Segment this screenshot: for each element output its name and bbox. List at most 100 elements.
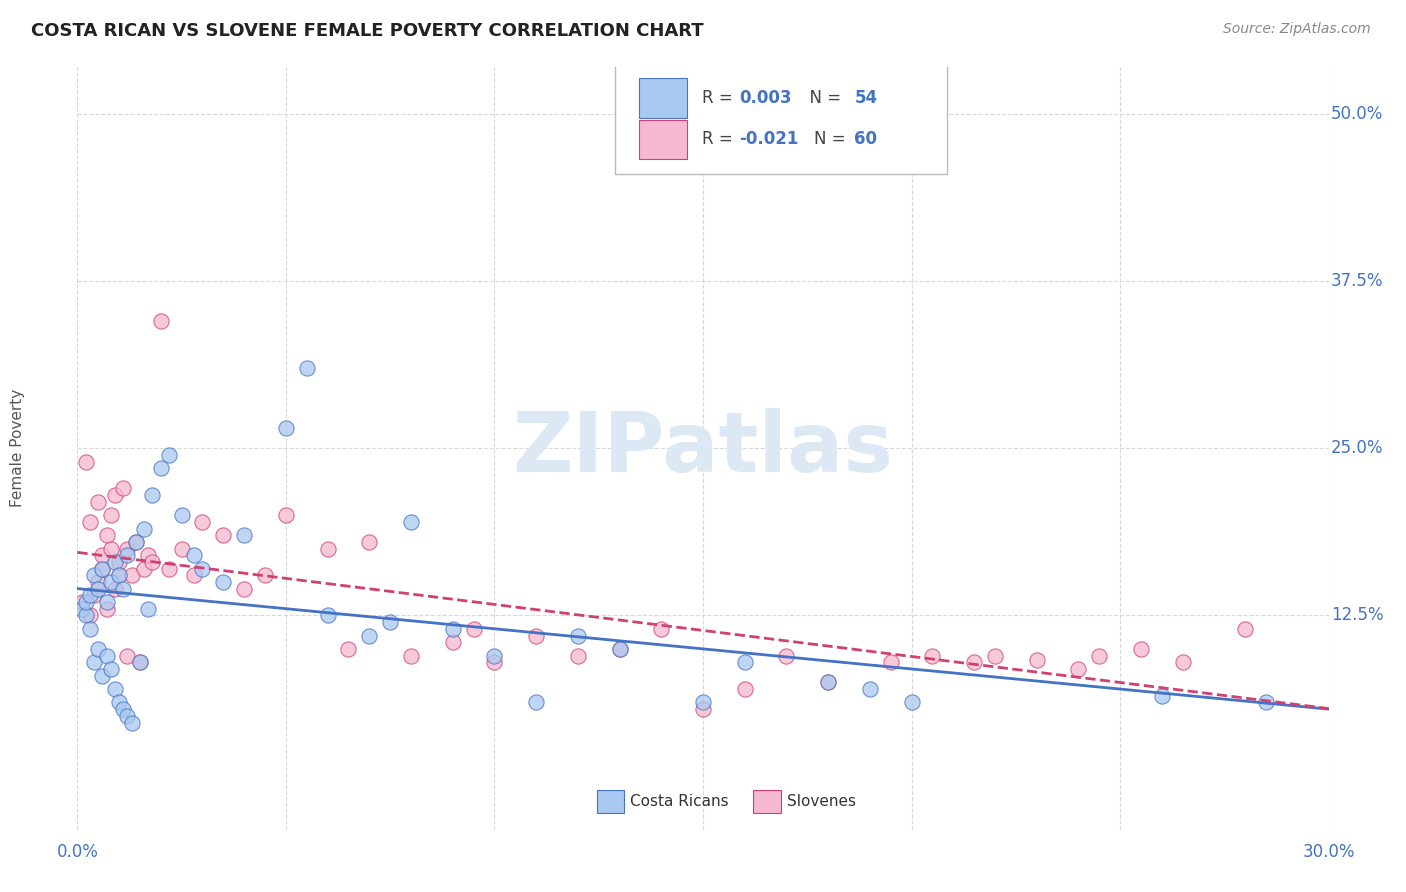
FancyBboxPatch shape	[640, 78, 686, 118]
Point	[233, 528, 256, 542]
Text: N =: N =	[800, 89, 846, 107]
Text: N =: N =	[814, 130, 851, 148]
Point	[91, 562, 114, 576]
Point	[108, 568, 131, 582]
Point	[921, 648, 943, 663]
Point	[112, 582, 135, 596]
Point	[87, 494, 110, 508]
Point	[87, 641, 110, 656]
Point	[1150, 689, 1173, 703]
Point	[463, 622, 485, 636]
Point	[441, 635, 464, 649]
Text: 30.0%: 30.0%	[1302, 843, 1355, 861]
Point	[91, 548, 114, 563]
Text: -0.021: -0.021	[740, 130, 799, 148]
Point	[141, 555, 163, 569]
Text: ZIPatlas: ZIPatlas	[513, 408, 893, 489]
Point	[399, 515, 422, 529]
Point	[1067, 662, 1090, 676]
Point	[141, 488, 163, 502]
Point	[79, 515, 101, 529]
Point	[100, 541, 122, 556]
Text: 50.0%: 50.0%	[1331, 104, 1384, 123]
Point	[191, 515, 214, 529]
Point	[817, 675, 839, 690]
Point	[112, 702, 135, 716]
Point	[274, 421, 297, 435]
FancyBboxPatch shape	[754, 790, 780, 813]
Point	[734, 681, 756, 696]
Point	[83, 568, 105, 582]
Point	[100, 508, 122, 523]
Point	[83, 655, 105, 669]
Point	[104, 555, 127, 569]
Point	[96, 595, 118, 609]
Text: COSTA RICAN VS SLOVENE FEMALE POVERTY CORRELATION CHART: COSTA RICAN VS SLOVENE FEMALE POVERTY CO…	[31, 22, 703, 40]
Point	[1254, 696, 1277, 710]
Point	[79, 608, 101, 623]
Point	[484, 648, 506, 663]
Point	[567, 648, 589, 663]
Point	[75, 595, 97, 609]
FancyBboxPatch shape	[596, 790, 624, 813]
Point	[91, 669, 114, 683]
Point	[96, 648, 118, 663]
Point	[692, 696, 714, 710]
Point	[880, 655, 903, 669]
Text: 37.5%: 37.5%	[1331, 272, 1384, 290]
Point	[117, 708, 139, 723]
Point	[117, 648, 139, 663]
Point	[117, 548, 139, 563]
Point	[316, 541, 339, 556]
Point	[212, 574, 235, 589]
Text: 54: 54	[855, 89, 877, 107]
Point	[170, 508, 193, 523]
Point	[359, 534, 381, 549]
Text: Slovenes: Slovenes	[787, 794, 856, 809]
Point	[963, 655, 986, 669]
Point	[295, 361, 318, 376]
Point	[567, 628, 589, 642]
Text: 25.0%: 25.0%	[1331, 439, 1384, 458]
Point	[96, 601, 118, 615]
Point	[817, 675, 839, 690]
Point	[125, 534, 148, 549]
Point	[70, 601, 93, 615]
Point	[91, 562, 114, 576]
Point	[87, 574, 110, 589]
Point	[524, 628, 547, 642]
Point	[83, 589, 105, 603]
Point	[132, 521, 155, 535]
Point	[900, 696, 922, 710]
Point	[132, 562, 155, 576]
Point	[692, 702, 714, 716]
Point	[100, 662, 122, 676]
Point	[75, 608, 97, 623]
Point	[157, 562, 180, 576]
Point	[104, 488, 127, 502]
Point	[121, 715, 143, 730]
Point	[96, 528, 118, 542]
Point	[75, 455, 97, 469]
FancyBboxPatch shape	[640, 120, 686, 159]
Point	[79, 622, 101, 636]
FancyBboxPatch shape	[616, 63, 948, 174]
Point	[125, 534, 148, 549]
Point	[441, 622, 464, 636]
Point	[129, 655, 152, 669]
Point	[984, 648, 1007, 663]
Point	[274, 508, 297, 523]
Point	[359, 628, 381, 642]
Point	[136, 548, 159, 563]
Point	[212, 528, 235, 542]
Point	[70, 595, 93, 609]
Point	[316, 608, 339, 623]
Point	[129, 655, 152, 669]
Point	[399, 648, 422, 663]
Point	[775, 648, 797, 663]
Point	[112, 482, 135, 496]
Point	[183, 568, 205, 582]
Point	[859, 681, 882, 696]
Point	[191, 562, 214, 576]
Point	[609, 641, 631, 656]
